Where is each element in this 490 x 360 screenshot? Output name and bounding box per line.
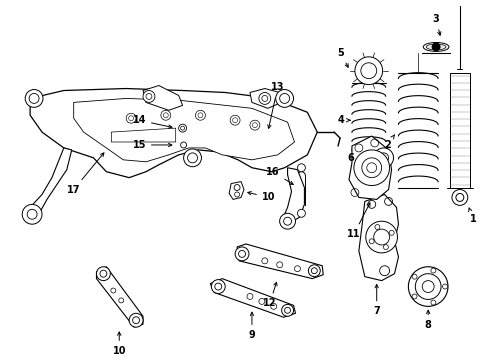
Text: 16: 16 [266, 167, 293, 184]
Circle shape [431, 300, 436, 305]
Text: 17: 17 [67, 153, 104, 194]
Text: 11: 11 [347, 203, 370, 239]
Text: 10: 10 [248, 192, 275, 202]
Circle shape [276, 90, 294, 107]
Polygon shape [178, 138, 190, 152]
Circle shape [366, 221, 397, 253]
Circle shape [432, 43, 440, 51]
Circle shape [442, 284, 447, 289]
Circle shape [235, 247, 249, 261]
Polygon shape [359, 194, 398, 280]
Circle shape [374, 148, 393, 168]
Circle shape [431, 268, 436, 273]
Text: 1: 1 [468, 208, 476, 224]
Circle shape [97, 267, 110, 280]
Text: 4: 4 [337, 115, 350, 125]
Circle shape [129, 313, 143, 327]
Circle shape [211, 280, 225, 293]
Polygon shape [97, 267, 143, 327]
Polygon shape [74, 98, 294, 162]
Text: 2: 2 [384, 135, 394, 150]
Polygon shape [177, 123, 190, 137]
FancyBboxPatch shape [450, 73, 470, 188]
Polygon shape [349, 136, 392, 199]
Circle shape [297, 164, 305, 172]
Circle shape [389, 230, 394, 235]
Text: 3: 3 [433, 14, 441, 35]
Text: 6: 6 [347, 153, 370, 163]
Circle shape [184, 149, 201, 167]
Circle shape [412, 274, 417, 279]
Circle shape [412, 294, 417, 299]
Circle shape [282, 305, 294, 316]
Circle shape [22, 204, 42, 224]
Circle shape [383, 244, 389, 249]
Circle shape [179, 124, 187, 132]
Text: 10: 10 [113, 332, 126, 356]
Text: 15: 15 [132, 140, 172, 150]
Circle shape [259, 93, 271, 104]
Text: 9: 9 [248, 312, 255, 340]
Circle shape [308, 265, 320, 276]
Circle shape [143, 90, 155, 102]
Polygon shape [229, 181, 244, 199]
Text: 12: 12 [263, 282, 277, 309]
Circle shape [280, 213, 295, 229]
Polygon shape [30, 89, 318, 177]
Polygon shape [237, 244, 323, 279]
Text: 8: 8 [425, 310, 432, 330]
Text: 7: 7 [373, 284, 380, 316]
Ellipse shape [426, 44, 446, 50]
Polygon shape [143, 86, 183, 110]
Circle shape [369, 239, 374, 244]
Circle shape [25, 90, 43, 107]
Circle shape [408, 267, 448, 306]
Polygon shape [210, 279, 295, 317]
Circle shape [355, 57, 383, 85]
Polygon shape [30, 148, 72, 217]
Circle shape [375, 225, 380, 229]
Ellipse shape [423, 42, 449, 51]
Text: 5: 5 [337, 48, 348, 67]
Circle shape [354, 150, 390, 185]
Text: 14: 14 [132, 115, 172, 128]
Polygon shape [250, 89, 282, 108]
Circle shape [297, 209, 305, 217]
Text: 13: 13 [268, 82, 284, 128]
Polygon shape [282, 168, 304, 223]
